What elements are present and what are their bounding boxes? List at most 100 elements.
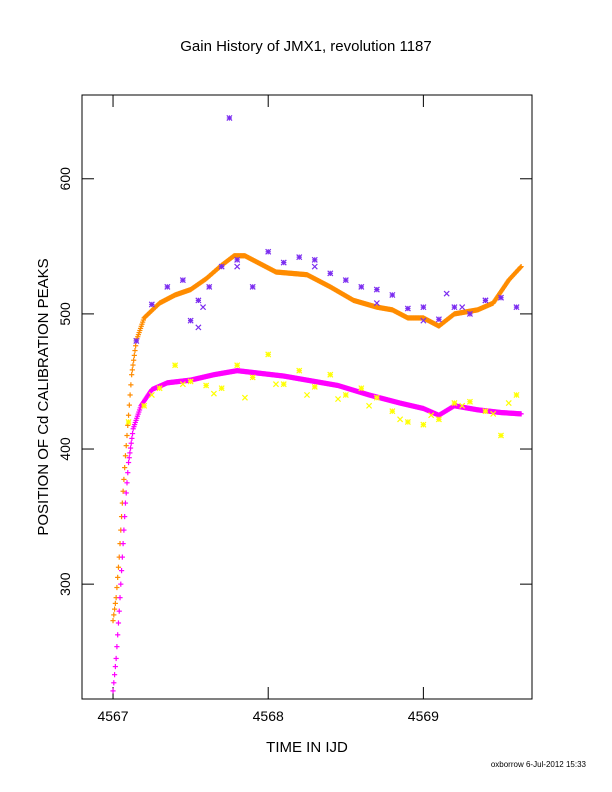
data-point xyxy=(115,632,121,638)
data-point xyxy=(129,435,135,442)
data-point xyxy=(123,490,129,496)
data-point xyxy=(249,283,256,290)
data-point xyxy=(156,385,163,392)
data-point xyxy=(404,418,411,426)
data-point xyxy=(218,263,225,270)
data-point xyxy=(129,430,136,437)
data-point xyxy=(482,408,489,415)
data-point xyxy=(114,584,120,591)
axis-ticks: 4567 4568 4569 300 400 500 600 xyxy=(57,95,532,724)
y-axis-label: POSITION OF Cd CALIBRATION PEAKS xyxy=(35,258,52,535)
y-tick-label: 500 xyxy=(57,302,73,326)
data-point xyxy=(133,337,140,344)
data-point xyxy=(420,421,427,428)
data-point xyxy=(513,391,520,398)
data-point xyxy=(131,357,137,363)
data-point xyxy=(466,310,473,317)
data-point xyxy=(513,304,520,311)
data-point xyxy=(195,297,202,304)
data-point xyxy=(203,382,210,389)
data-point xyxy=(148,301,155,308)
data-point xyxy=(121,527,127,533)
data-point xyxy=(210,390,217,397)
data-point xyxy=(404,305,411,312)
data-point xyxy=(272,381,279,388)
data-point xyxy=(133,343,139,349)
data-point xyxy=(280,259,287,266)
x-axis-label: TIME IN IJD xyxy=(266,739,348,756)
data-point xyxy=(206,283,213,290)
data-point xyxy=(124,480,130,486)
plot-frame xyxy=(81,94,533,700)
data-point xyxy=(126,455,132,461)
data-point xyxy=(280,381,287,388)
data-point xyxy=(311,263,318,270)
data-point xyxy=(435,316,442,323)
data-point xyxy=(164,283,171,290)
data-point xyxy=(451,400,458,407)
data-point xyxy=(129,367,135,373)
data-point xyxy=(115,574,121,580)
data-point xyxy=(129,372,135,378)
data-point xyxy=(389,408,396,415)
data-point xyxy=(115,620,122,626)
data-point xyxy=(127,392,133,398)
data-point xyxy=(373,286,380,293)
data-point xyxy=(130,362,136,368)
data-point xyxy=(342,277,349,284)
data-point xyxy=(218,385,225,392)
data-point xyxy=(120,541,126,547)
data-point xyxy=(112,663,118,670)
data-point xyxy=(141,402,148,409)
data-point xyxy=(131,352,137,359)
data-point xyxy=(234,256,241,263)
data-point xyxy=(482,297,489,304)
data-point xyxy=(119,554,125,560)
data-point xyxy=(132,347,138,354)
data-point xyxy=(121,476,127,483)
data-point xyxy=(366,402,373,409)
data-point xyxy=(125,412,132,418)
data-point xyxy=(111,672,118,678)
data-point xyxy=(311,383,318,390)
data-point xyxy=(148,391,155,398)
data-point xyxy=(373,394,380,401)
data-point xyxy=(296,254,303,261)
data-point xyxy=(265,351,272,358)
data-point xyxy=(249,374,256,381)
x-tick-label: 4567 xyxy=(97,708,128,724)
data-point xyxy=(459,304,466,311)
data-point xyxy=(265,248,272,255)
data-point xyxy=(195,324,202,331)
data-point xyxy=(115,564,122,570)
data-point xyxy=(117,595,123,601)
data-point xyxy=(116,608,122,614)
data-point xyxy=(397,416,404,423)
data-point xyxy=(179,381,186,388)
data-point xyxy=(125,470,131,476)
data-point xyxy=(241,394,248,401)
data-point xyxy=(389,291,396,299)
data-point xyxy=(420,317,427,324)
data-point xyxy=(111,606,118,612)
data-point xyxy=(420,304,427,311)
y-tick-label: 300 xyxy=(57,572,73,596)
y-tick-label: 600 xyxy=(57,167,73,191)
data-point xyxy=(114,644,120,650)
data-point xyxy=(466,398,473,405)
data-point xyxy=(120,488,126,494)
data-point xyxy=(518,411,524,417)
data-point xyxy=(335,396,342,403)
data-point xyxy=(490,410,497,417)
data-point xyxy=(373,300,380,307)
data-point xyxy=(128,440,134,446)
data-point xyxy=(327,270,334,277)
data-point xyxy=(187,317,194,324)
data-point xyxy=(428,412,435,419)
data-point xyxy=(172,362,179,369)
data-point xyxy=(125,459,132,466)
data-point xyxy=(110,618,116,624)
data-point xyxy=(451,304,458,311)
footer-timestamp: oxborrow 6-Jul-2012 15:33 xyxy=(491,760,587,769)
data-point xyxy=(125,422,131,428)
